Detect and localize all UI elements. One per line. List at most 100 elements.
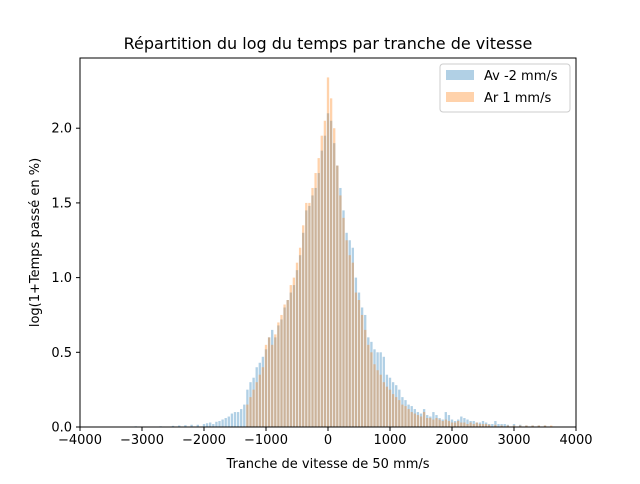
bar-series-1: [286, 300, 289, 427]
bar-series-0: [426, 415, 429, 427]
bar-series-0: [441, 419, 444, 427]
bar-series-0: [453, 421, 457, 427]
bar-series-1: [444, 419, 447, 427]
bar-series-1: [407, 409, 410, 427]
x-axis-label: Tranche de vitesse de 50 mm/s: [225, 457, 429, 472]
x-tick-label: 0: [324, 433, 332, 448]
bar-series-1: [376, 370, 379, 427]
bar-series-0: [274, 337, 277, 427]
bar-series-0: [202, 424, 206, 427]
bar-series-0: [500, 424, 503, 427]
bar-series-0: [438, 418, 441, 427]
y-tick-label: 1.5: [51, 196, 72, 211]
bar-series-1: [351, 262, 354, 427]
bar-series-0: [488, 424, 491, 427]
bar-series-1: [404, 406, 407, 427]
bar-series-0: [410, 406, 413, 427]
y-axis-ticks: 0.0 0.5 1.0 1.5 2.0: [51, 122, 80, 436]
x-tick-label: 2000: [435, 433, 468, 448]
bar-series-0: [475, 422, 478, 427]
bar-series-1: [385, 386, 389, 427]
bar-series-0: [329, 120, 333, 428]
bar-series-0: [209, 422, 212, 427]
bar-series-1: [416, 415, 420, 427]
plot-area: −4000 −3000 −2000 −1000 0 1000 2000 3000 4000 0.…: [51, 57, 593, 448]
bar-series-0: [348, 240, 351, 427]
bar-series-0: [472, 421, 475, 427]
bar-series-1: [292, 277, 296, 427]
bar-series-0: [432, 412, 435, 427]
bar-series-0: [246, 389, 249, 427]
bar-series-0: [261, 356, 265, 427]
bar-series-0: [391, 382, 395, 427]
legend-label-av: Av -2 mm/s: [484, 69, 558, 84]
bar-series-0: [525, 425, 528, 427]
bar-series-0: [419, 413, 423, 427]
bar-series-0: [249, 382, 252, 427]
bar-series-0: [364, 314, 367, 427]
bar-series-0: [497, 424, 500, 427]
bar-series-1: [342, 217, 345, 427]
bar-series-0: [224, 418, 227, 427]
bar-series-0: [292, 285, 296, 427]
bar-series-0: [382, 356, 385, 427]
bar-series-1: [298, 247, 302, 427]
bar-series-1: [441, 421, 444, 427]
bar-series-1: [506, 425, 509, 427]
bar-series-1: [494, 424, 497, 427]
bar-series-1: [329, 98, 333, 427]
bar-series-0: [221, 419, 224, 427]
bar-series-1: [388, 389, 392, 427]
bar-series-1: [401, 404, 404, 427]
bar-series-0: [481, 421, 485, 427]
bar-series-1: [500, 425, 503, 427]
bar-series-0: [447, 415, 451, 427]
bar-series-0: [267, 337, 271, 427]
bar-series-1: [466, 424, 469, 427]
bar-series-0: [491, 424, 494, 427]
bar-series-1: [336, 165, 339, 427]
bar-series-0: [376, 352, 379, 427]
bar-series-1: [348, 255, 351, 427]
x-tick-label: −1000: [244, 433, 288, 448]
bar-series-0: [373, 349, 376, 427]
bar-series-0: [314, 187, 317, 427]
bar-series-1: [367, 344, 370, 427]
bar-series-0: [323, 135, 327, 427]
bar-series-0: [360, 307, 364, 427]
bar-series-0: [407, 404, 410, 427]
bar-series-0: [385, 374, 389, 427]
series-av-bars: [134, 113, 547, 428]
bar-series-1: [438, 419, 441, 427]
bar-series-1: [413, 413, 416, 427]
bar-series-1: [432, 419, 435, 427]
bar-series-0: [236, 412, 240, 427]
bar-series-0: [398, 389, 401, 427]
bar-series-1: [426, 418, 429, 427]
bar-series-1: [264, 344, 268, 427]
bar-series-0: [457, 419, 460, 427]
bar-series-1: [274, 334, 277, 427]
bar-series-0: [280, 319, 283, 427]
bar-series-0: [531, 425, 534, 427]
bar-series-1: [323, 120, 327, 428]
x-tick-label: 1000: [373, 433, 406, 448]
bar-series-1: [519, 425, 522, 427]
bar-series-1: [398, 400, 401, 427]
bar-series-1: [512, 425, 516, 427]
y-tick-label: 1.0: [51, 271, 72, 286]
bar-series-1: [525, 425, 528, 427]
bar-series-1: [478, 424, 482, 427]
bar-series-0: [289, 292, 292, 427]
y-tick-label: 0.0: [51, 421, 72, 436]
bar-series-1: [370, 352, 373, 427]
bar-series-0: [277, 325, 280, 427]
bar-series-1: [283, 304, 286, 427]
bar-series-0: [503, 424, 506, 427]
bar-series-0: [336, 165, 339, 427]
bar-series-0: [395, 385, 398, 427]
bar-series-1: [463, 422, 466, 427]
bar-series-0: [506, 424, 509, 427]
series-ar-bars: [246, 77, 553, 428]
